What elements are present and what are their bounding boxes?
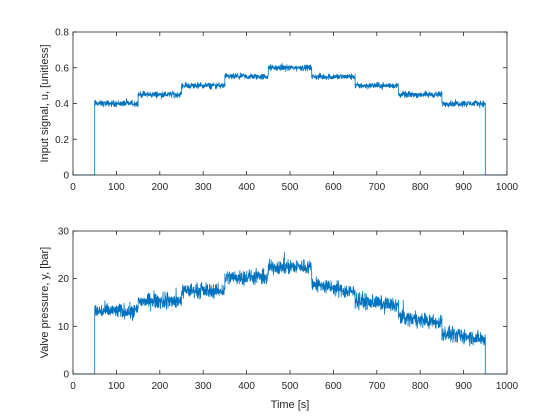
- input-signal-y-tick-labels: 0 0.2 0.4 0.6 0.8: [55, 28, 69, 182]
- input-signal-x-tick-labels: 0 100 200 300 400 500 600 700 800 900 1000: [70, 182, 518, 193]
- valve-pressure-y-tick-labels: 0 10 20 30: [58, 227, 70, 381]
- input-signal-x-tick-label: 200: [151, 182, 168, 193]
- input-signal-x-tick-label: 1000: [496, 182, 519, 193]
- input-signal-x-tick-label: 500: [282, 182, 299, 193]
- valve-pressure-y-tick-label: 20: [58, 274, 70, 285]
- input-signal-y-axis-label: Input signal, u, [unitless]: [39, 44, 51, 162]
- valve-pressure-series-line: [73, 251, 507, 375]
- valve-pressure-x-tick-label: 300: [195, 381, 212, 392]
- input-signal-axes-box: [72, 31, 508, 176]
- valve-pressure-y-tick-label: 30: [58, 227, 70, 238]
- valve-pressure-x-tick-label: 100: [108, 381, 125, 392]
- valve-pressure-x-tick-label: 900: [455, 381, 472, 392]
- valve-pressure-y-tick-label: 10: [58, 322, 70, 333]
- valve-pressure-x-tick-label: 700: [368, 381, 385, 392]
- input-signal-x-tick-label: 800: [412, 182, 429, 193]
- input-signal-y-tick-label: 0: [63, 171, 69, 182]
- valve-pressure-x-tick-label: 400: [238, 381, 255, 392]
- input-signal-x-tick-label: 900: [455, 182, 472, 193]
- valve-pressure-x-tick-label: 500: [282, 381, 299, 392]
- input-signal-y-tick-label: 0.8: [55, 28, 69, 39]
- valve-pressure-x-axis-label: Time [s]: [271, 399, 310, 411]
- valve-pressure-y-tick-label: 0: [63, 370, 69, 381]
- input-signal-y-tick-label: 0.2: [55, 135, 69, 146]
- input-signal-x-tick-label: 0: [70, 182, 76, 193]
- valve-pressure-x-tick-label: 1000: [496, 381, 519, 392]
- valve-pressure-y-axis-label: Valve pressure, y, [bar]: [39, 247, 51, 358]
- valve-pressure-x-tick-labels: 0 100 200 300 400 500 600 700 800 900 1000: [70, 381, 518, 392]
- input-signal-x-tick-label: 300: [195, 182, 212, 193]
- valve-pressure-x-tick-label: 600: [325, 381, 342, 392]
- valve-pressure-x-tick-label: 800: [412, 381, 429, 392]
- input-signal-plot: 0 100 200 300 400 500 600 700 800 900 1000 0 0.2 0.4…: [39, 28, 519, 194]
- input-signal-y-tick-label: 0.4: [55, 99, 69, 110]
- input-signal-x-tick-label: 100: [108, 182, 125, 193]
- input-signal-series-line: [73, 63, 507, 176]
- valve-pressure-x-tick-label: 0: [70, 381, 76, 392]
- input-signal-x-tick-label: 700: [368, 182, 385, 193]
- valve-pressure-axes-box: [72, 230, 508, 375]
- input-signal-y-tick-label: 0.6: [55, 63, 69, 74]
- valve-pressure-plot: 0 100 200 300 400 500 600 700 800 900 1000 0 10 20 30…: [39, 227, 519, 412]
- input-signal-axes-background: [73, 32, 507, 175]
- valve-pressure-x-tick-label: 200: [151, 381, 168, 392]
- input-signal-x-tick-label: 400: [238, 182, 255, 193]
- input-signal-x-tick-label: 600: [325, 182, 342, 193]
